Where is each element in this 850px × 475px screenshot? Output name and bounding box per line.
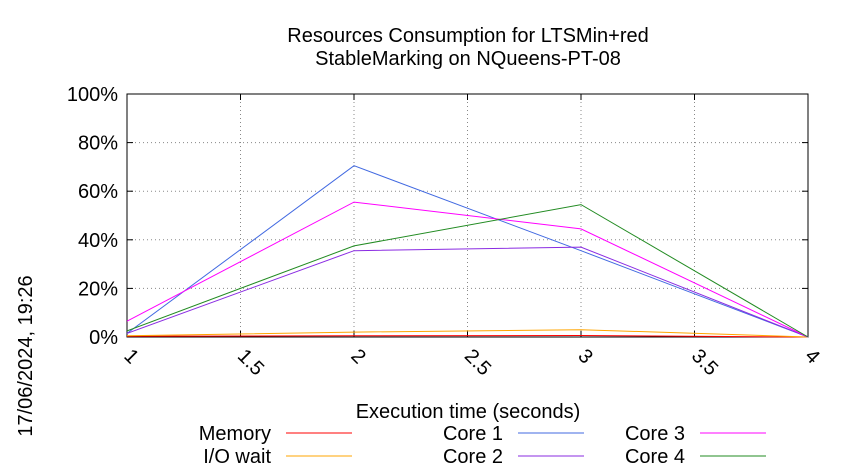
- x-tick-label: 1.5: [233, 345, 268, 380]
- y-axis-ticks: 0% 20% 40% 60% 80% 100%: [67, 84, 118, 349]
- x-tick-label: 2: [346, 345, 369, 368]
- legend-label-core-4: Core 4: [625, 446, 685, 468]
- series-line-core-2: [126, 246, 809, 338]
- series-lines: [126, 165, 809, 338]
- chart-title-line1: Resources Consumption for LTSMin+red: [287, 25, 648, 47]
- legend-label-i-o-wait: I/O wait: [203, 446, 271, 468]
- x-tick-label: 4: [800, 345, 823, 368]
- y-tick-label: 100%: [67, 84, 118, 106]
- y-tick-label: 80%: [78, 133, 118, 155]
- plot-frame: [126, 93, 809, 338]
- series-line-core-3: [126, 201, 809, 338]
- y-tick-label: 40%: [78, 230, 118, 252]
- timestamp-label: 17/06/2024, 19:26: [15, 275, 37, 436]
- series-line-i-o-wait: [126, 329, 809, 338]
- series-line-memory: [126, 334, 809, 338]
- legend-label-core-3: Core 3: [625, 423, 685, 445]
- x-tick-label: 1: [119, 345, 142, 368]
- x-tick-label: 3: [573, 345, 596, 368]
- y-tick-label: 20%: [78, 278, 118, 300]
- chart-title-line2: StableMarking on NQueens-PT-08: [315, 48, 621, 70]
- x-axis-label: Execution time (seconds): [356, 401, 581, 423]
- y-tick-label: 0%: [89, 327, 118, 349]
- legend-label-core-2: Core 2: [443, 446, 503, 468]
- series-line-core-4: [126, 204, 809, 338]
- legend-label-memory: Memory: [199, 423, 271, 445]
- series-line-core-1: [126, 165, 809, 338]
- x-axis-ticks: 1 1.5 2 2.5 3 3.5 4: [119, 345, 823, 380]
- x-tick-label: 3.5: [687, 345, 722, 380]
- y-tick-label: 60%: [78, 181, 118, 203]
- legend-label-core-1: Core 1: [443, 423, 503, 445]
- x-tick-label: 2.5: [460, 345, 495, 380]
